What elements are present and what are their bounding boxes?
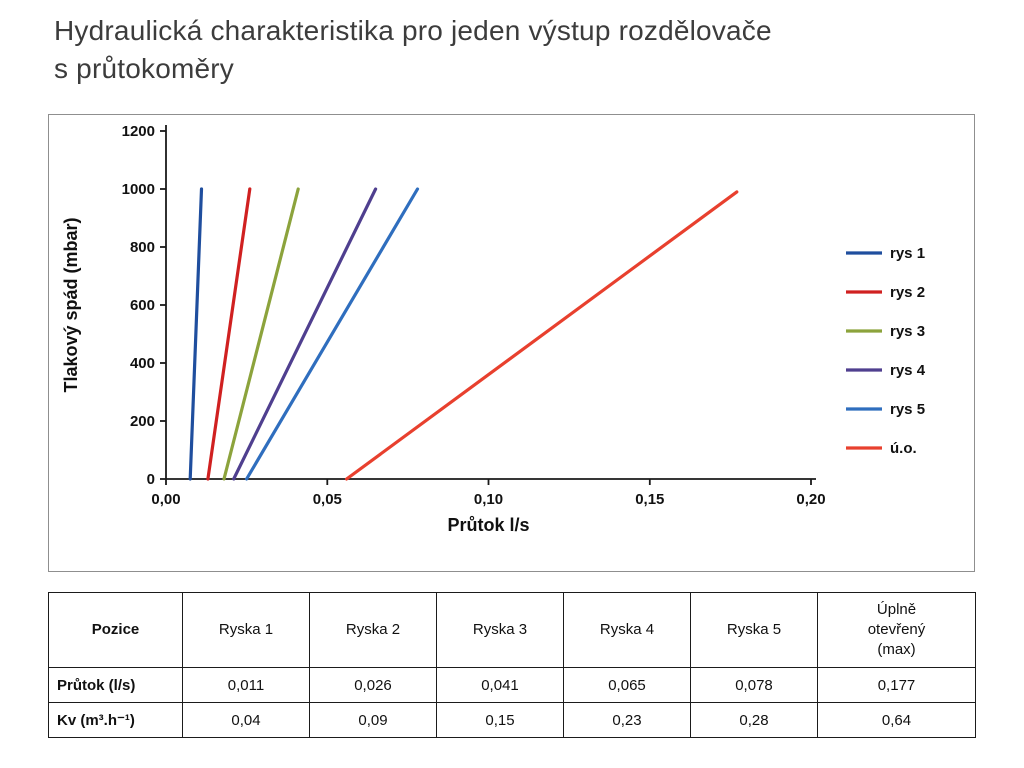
series-line [188, 187, 204, 481]
y-tick-label: 800 [130, 239, 155, 256]
x-tick-label: 0,10 [474, 491, 503, 508]
table-row-label: Kv (m³.h⁻¹) [48, 702, 183, 738]
table-value-cell: 0,09 [309, 702, 437, 738]
x-axis-title: Průtok l/s [447, 515, 529, 535]
table-value-cell: 0,04 [182, 702, 310, 738]
series-line [232, 187, 378, 481]
legend-label: rys 4 [890, 362, 926, 379]
y-tick-label: 600 [130, 297, 155, 314]
table-value-cell: 0,177 [817, 667, 976, 703]
table-value-cell: 0,078 [690, 667, 818, 703]
table-value-cell: 0,041 [436, 667, 564, 703]
y-tick-label: 400 [130, 355, 155, 372]
page-title-line1: Hydraulická charakteristika pro jeden vý… [54, 15, 772, 46]
data-table: Pozice Ryska 1 Ryska 2 Ryska 3 Ryska 4 Ryska … [48, 592, 976, 738]
table-header-cell: Úplně otevřený (max) [817, 592, 976, 668]
series-line [345, 190, 739, 481]
y-tick-label: 1200 [122, 123, 155, 140]
table-value-cell: 0,026 [309, 667, 437, 703]
legend-label: ú.o. [890, 440, 917, 457]
page-title: Hydraulická charakteristika pro jeden vý… [54, 12, 772, 88]
series-line [245, 187, 420, 481]
table-row: Průtok (l/s) 0,011 0,026 0,041 0,065 0,078 0,1… [48, 667, 976, 703]
chart-container: 0 200 400 600 800 1000 1200 0,00 0,05 0,10 0,15 0,2… [48, 114, 975, 572]
table-value-cell: 0,28 [690, 702, 818, 738]
table-value-cell: 0,011 [182, 667, 310, 703]
y-tick-label: 200 [130, 413, 155, 430]
x-tick-label: 0,15 [635, 491, 664, 508]
y-tick-label: 0 [147, 471, 155, 488]
table-header-cell: Ryska 2 [309, 592, 437, 668]
table-header-cell: Ryska 5 [690, 592, 818, 668]
table-header-pozice: Pozice [48, 592, 183, 668]
table-header-cell: Ryska 4 [563, 592, 691, 668]
series-line [222, 187, 300, 481]
table-row-label: Průtok (l/s) [48, 667, 183, 703]
table-value-cell: 0,065 [563, 667, 691, 703]
y-axis-title: Tlakový spád (mbar) [61, 217, 81, 392]
table-value-cell: 0,15 [436, 702, 564, 738]
x-tick-label: 0,20 [796, 491, 825, 508]
legend-label: rys 2 [890, 284, 925, 301]
legend-label: rys 3 [890, 323, 925, 340]
table-header-cell: Ryska 3 [436, 592, 564, 668]
table-header-row: Pozice Ryska 1 Ryska 2 Ryska 3 Ryska 4 Ryska … [48, 592, 976, 668]
x-tick-label: 0,00 [151, 491, 180, 508]
hydraulic-chart: 0 200 400 600 800 1000 1200 0,00 0,05 0,10 0,15 0,2… [61, 123, 926, 535]
table-value-cell: 0,64 [817, 702, 976, 738]
page-title-line2: s průtokoměry [54, 53, 234, 84]
table-value-cell: 0,23 [563, 702, 691, 738]
legend-label: rys 1 [890, 245, 925, 262]
y-tick-label: 1000 [122, 181, 155, 198]
x-tick-label: 0,05 [313, 491, 342, 508]
series-line [206, 187, 252, 481]
table-header-cell: Ryska 1 [182, 592, 310, 668]
table-row: Kv (m³.h⁻¹) 0,04 0,09 0,15 0,23 0,28 0,64 [48, 702, 976, 738]
legend-label: rys 5 [890, 401, 925, 418]
